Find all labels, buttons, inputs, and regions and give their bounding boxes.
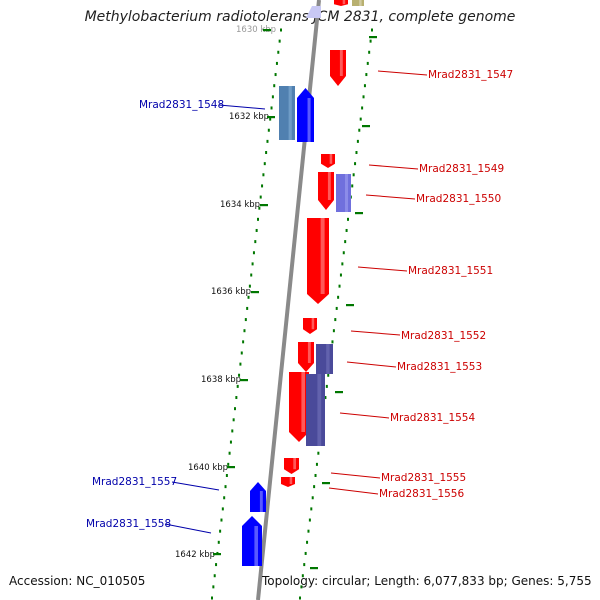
right-tick-mark [362, 125, 370, 128]
gene-label[interactable]: Mrad2831_1552 [401, 330, 486, 342]
gene-label[interactable]: Mrad2831_1549 [419, 163, 504, 175]
gene-label-leader [357, 266, 408, 272]
gene-label-group: Mrad2831_1551 [357, 265, 493, 277]
scale-tick: 1638 kbp [201, 375, 248, 385]
right-tick-mark [322, 482, 330, 485]
scale-tick: 1640 kbp [188, 463, 235, 473]
gene-labels: Mrad2831_1547 Mrad2831_1548 Mrad2831_1549 M… [86, 69, 513, 534]
scale-tick-label: 1634 kbp [220, 200, 260, 210]
gene-1554-block [306, 374, 325, 446]
gene-label-leader [339, 412, 390, 419]
gene-label[interactable]: Mrad2831_1556 [379, 488, 464, 500]
feature-top-lilac [306, 6, 321, 18]
gene-1548-arrow [297, 88, 314, 142]
scale-tick-label: 1636 kbp [211, 287, 251, 297]
scale-tick: 1636 kbp [211, 287, 259, 297]
scale-tick-label: 1632 kbp [229, 112, 269, 122]
scale-tick-mark [260, 204, 268, 207]
scale-tick-label: 1630 kbp [236, 25, 276, 35]
gene-1550-arrow [318, 172, 334, 210]
gene-1556-arrow [281, 477, 295, 487]
gene-label-group: Mrad2831_1557 [92, 476, 220, 491]
gene-label-group: Mrad2831_1556 [328, 487, 464, 500]
gene-label-leader [377, 70, 428, 76]
gene-1555-arrow [284, 458, 299, 474]
right-tick-mark [310, 567, 318, 570]
feature-top-red [334, 0, 348, 6]
scale-tick-label: 1642 kbp [175, 550, 215, 560]
right-tick-mark [369, 36, 377, 39]
map-title: Methylobacterium radiotolerans JCM 2831,… [84, 9, 516, 25]
scale-tick: 1632 kbp [229, 112, 275, 122]
gene-label[interactable]: Mrad2831_1555 [381, 472, 466, 484]
accession-text: Accession: NC_010505 [9, 574, 146, 588]
gene-label-group: Mrad2831_1549 [368, 163, 504, 175]
features [242, 0, 364, 566]
gene-label[interactable]: Mrad2831_1550 [416, 193, 501, 205]
right-tick-mark [335, 391, 343, 394]
scale-tick: 1630 kbp [236, 25, 276, 35]
feature-top-olive [352, 0, 364, 6]
scale-tick-mark [267, 116, 275, 119]
gene-label[interactable]: Mrad2831_1554 [390, 412, 475, 424]
right-tick-mark [355, 212, 363, 215]
scale-tick-mark [227, 466, 235, 469]
gene-label-group: Mrad2831_1550 [365, 193, 501, 205]
gene-1553-arrow [298, 342, 314, 372]
gene-label[interactable]: Mrad2831_1557 [92, 476, 177, 488]
gene-1547-arrow [330, 50, 346, 86]
gene-label-group: Mrad2831_1554 [339, 412, 475, 424]
scale-tick-label: 1638 kbp [201, 375, 241, 385]
gene-label[interactable]: Mrad2831_1551 [408, 265, 493, 277]
gene-label-group: Mrad2831_1547 [377, 69, 513, 81]
scale-tick-mark [240, 379, 248, 382]
scale-tick: 1642 kbp [175, 550, 221, 560]
scale-tick-mark [263, 29, 271, 32]
gene-label-group: Mrad2831_1555 [330, 472, 466, 484]
right-tick-mark [346, 304, 354, 307]
gene-1553-block [316, 344, 333, 374]
gene-1558-arrow [242, 516, 262, 566]
gene-label-leader [328, 487, 379, 495]
gene-label-leader [171, 481, 220, 491]
gene-label-leader [330, 472, 381, 479]
gene-label-leader [218, 104, 266, 110]
gene-label-group: Mrad2831_1548 [139, 99, 266, 111]
gene-label-group: Mrad2831_1553 [346, 361, 482, 373]
gene-label-group: Mrad2831_1552 [350, 330, 486, 342]
genome-stats-text: Topology: circular; Length: 6,077,833 bp… [262, 574, 592, 588]
gene-label-leader [164, 523, 212, 534]
gene-1550-block [336, 174, 351, 212]
gene-label-leader [350, 330, 401, 336]
gene-label-leader [346, 361, 397, 368]
gene-label[interactable]: Mrad2831_1547 [428, 69, 513, 81]
scale-tick-mark [251, 291, 259, 294]
gene-1552-arrow [303, 318, 317, 334]
scale-tick: 1634 kbp [220, 200, 268, 210]
gene-label-leader [365, 194, 416, 200]
gene-1551-arrow [307, 218, 329, 304]
gene-label[interactable]: Mrad2831_1558 [86, 518, 171, 530]
gene-label-group: Mrad2831_1558 [86, 518, 212, 534]
gene-label[interactable]: Mrad2831_1553 [397, 361, 482, 373]
gene-label-leader [368, 164, 419, 170]
scale-tick-label: 1640 kbp [188, 463, 228, 473]
gene-1557-arrow [250, 482, 266, 512]
scale-ticks: 1630 kbp 1632 kbp 1634 kbp 1636 kbp 1638 kbp… [175, 25, 377, 570]
gene-1549-arrow [321, 154, 335, 168]
gene-label[interactable]: Mrad2831_1548 [139, 99, 224, 111]
scale-tick-mark [213, 553, 221, 556]
gene-1554-arrow [289, 372, 309, 442]
gene-1548-rna-block [279, 86, 295, 140]
